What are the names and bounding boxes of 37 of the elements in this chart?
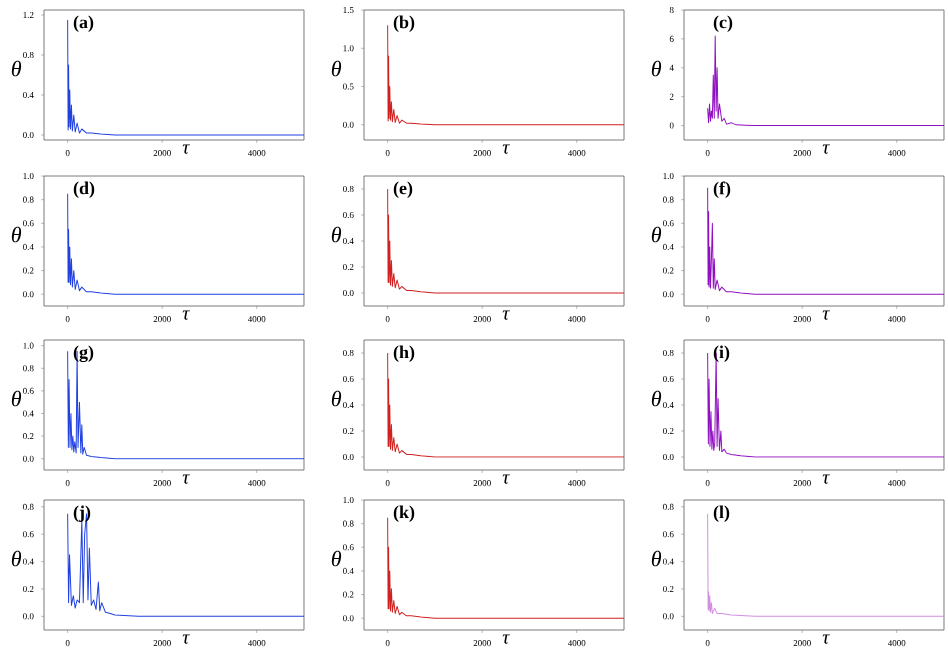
annotation: (l)	[713, 505, 730, 522]
y-axis-title: θ	[331, 60, 342, 77]
x-axis-title: τ	[502, 310, 510, 320]
y-axis-title: θ	[11, 550, 22, 567]
x-axis-title: τ	[182, 634, 190, 644]
y-axis-title: θ	[651, 550, 662, 567]
annotation: (c)	[713, 15, 733, 32]
annotation: (j)	[73, 505, 91, 522]
annotation: (k)	[393, 505, 415, 522]
y-axis-title: θ	[331, 550, 342, 567]
y-axis-title: θ	[651, 226, 662, 243]
annotation: (i)	[713, 345, 730, 362]
x-axis-title: τ	[822, 144, 830, 154]
x-axis-title: τ	[182, 310, 190, 320]
annotation: (h)	[393, 345, 415, 362]
x-axis-title: τ	[822, 474, 830, 484]
annotation: (a)	[73, 15, 94, 32]
y-axis-title: θ	[11, 226, 22, 243]
annotation: (b)	[393, 15, 415, 32]
annotation: (f)	[713, 181, 731, 199]
y-axis-title: θ	[651, 390, 662, 407]
annotation: (g)	[73, 345, 94, 363]
x-axis-title: τ	[502, 474, 510, 484]
annotation: (d)	[73, 181, 95, 198]
y-axis-title: θ	[331, 390, 342, 407]
x-axis-title: τ	[182, 144, 190, 154]
y-axis-title: θ	[11, 390, 22, 407]
x-axis-title: τ	[502, 634, 510, 644]
y-axis-title: θ	[651, 60, 662, 77]
y-axis-title: θ	[331, 226, 342, 243]
x-axis-title: τ	[822, 310, 830, 320]
annotation: (e)	[393, 181, 413, 198]
x-axis-title: τ	[822, 634, 830, 644]
x-axis-title: τ	[182, 474, 190, 484]
y-axis-title: θ	[11, 60, 22, 77]
x-axis-title: τ	[502, 144, 510, 154]
line-series	[707, 35, 944, 127]
